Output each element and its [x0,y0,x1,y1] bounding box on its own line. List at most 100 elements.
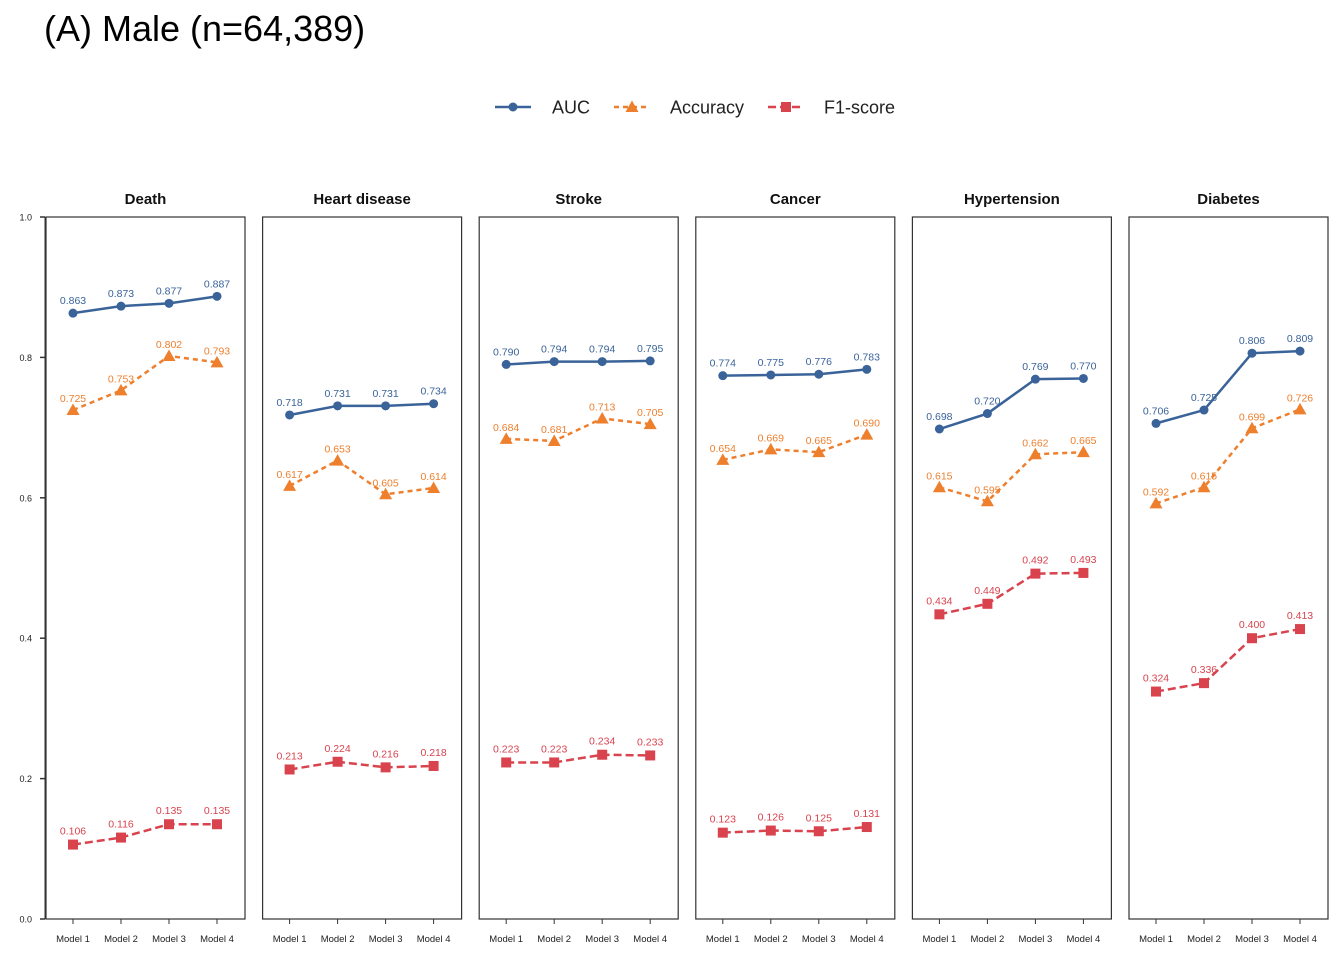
series-line [506,359,651,366]
data-label: 0.224 [324,743,350,755]
data-point [1030,568,1041,579]
data-point [331,454,345,466]
x-tick-label: Model 4 [1283,934,1317,945]
data-label: 0.492 [1022,555,1048,567]
series-line [939,377,1084,431]
data-point [645,750,656,761]
series-f1-score: 0.223 0.223 0.234 0.233 [493,736,663,768]
data-label: 0.218 [420,747,446,759]
series-line [1155,349,1301,425]
data-point [1149,496,1163,509]
x-tick-label: Model 3 [1235,934,1269,945]
data-label: 0.595 [974,484,1000,496]
data-point [68,839,78,850]
data-point [1247,633,1257,644]
series-auc: 0.698 0.720 0.769 0.770 [926,360,1097,434]
data-point [982,598,993,609]
data-label: 0.809 [1287,333,1313,345]
x-tick-label: Model 3 [585,934,619,945]
series-auc: 0.774 0.775 0.776 0.783 [710,351,880,381]
x-tick-label: Model 2 [1187,934,1221,945]
panel-title: Stroke [555,191,602,208]
x-tick-label: Model 3 [152,934,186,945]
series-line [506,417,651,443]
legend-item-f1-score: F1-score [768,98,895,118]
series-line [1155,627,1301,693]
y-tick-label: 0.4 [19,634,32,644]
data-label: 0.413 [1287,610,1313,622]
data-point [934,424,944,434]
data-label: 0.794 [589,344,615,356]
data-label: 0.669 [758,432,784,444]
data-point [285,410,295,420]
data-point [212,291,222,301]
data-label: 0.774 [710,358,736,370]
data-label: 0.324 [1143,673,1169,685]
panel-frame [911,216,1113,920]
data-point [283,479,297,491]
data-label: 0.135 [204,805,230,817]
data-point [813,826,824,837]
series-accuracy: 0.615 0.595 0.662 0.665 [926,435,1097,507]
data-label: 0.887 [204,278,230,290]
data-point [1030,374,1040,384]
data-label: 0.213 [276,750,302,762]
data-point [333,401,343,411]
data-label: 0.705 [637,407,663,419]
panel-frame [45,216,246,920]
data-label: 0.681 [541,424,567,436]
data-point [379,487,393,500]
data-point [1151,686,1161,697]
data-label: 0.802 [156,339,182,351]
data-point [381,401,391,411]
data-point [861,822,872,833]
data-point [1245,421,1259,434]
data-point [66,403,80,416]
data-label: 0.131 [854,808,880,820]
data-label: 0.713 [589,401,615,413]
panel-hypertension: Hypertension Model 1 Model 2 Model 3 Model 4… [911,191,1113,945]
data-point [164,819,174,830]
series-auc: 0.863 0.873 0.877 0.887 [60,278,230,318]
legend-item-accuracy: Accuracy [614,98,744,118]
data-label: 0.725 [1191,392,1217,404]
data-label: 0.725 [60,393,86,405]
panel-frame [1128,216,1329,920]
data-point [1078,373,1088,383]
data-point [765,825,776,836]
data-point [429,399,439,409]
data-point [862,364,872,374]
data-label: 0.123 [710,814,736,826]
data-point [380,762,391,773]
y-tick-label: 0.6 [19,493,32,503]
data-point [212,819,222,830]
panel-title: Heart disease [313,191,411,208]
data-point [717,827,728,838]
data-label: 0.106 [60,826,86,838]
y-axis: 0.0 0.2 0.4 0.6 0.8 1.0 [19,213,46,925]
data-label: 0.223 [493,743,519,755]
y-tick-label: 1.0 [19,213,32,223]
series-f1-score: 0.123 0.126 0.125 0.131 [710,808,880,838]
data-label: 0.877 [156,285,182,297]
data-point [210,355,224,368]
data-label: 0.795 [637,343,663,355]
data-label: 0.698 [926,411,952,423]
data-label: 0.665 [806,435,832,447]
x-tick-label: Model 2 [970,934,1004,945]
data-point [501,359,511,369]
data-point [1293,402,1307,415]
series-line [72,354,218,412]
data-label: 0.718 [276,397,302,409]
data-label: 0.753 [108,373,134,385]
data-label: 0.605 [372,477,398,489]
data-point [284,764,295,775]
data-point [597,357,607,367]
data-label: 0.734 [420,386,446,398]
series-f1-score: 0.213 0.224 0.216 0.218 [276,743,447,775]
series-auc: 0.790 0.794 0.794 0.795 [493,343,663,369]
y-tick-label: 0.8 [19,353,32,363]
legend-label: AUC [552,98,590,118]
